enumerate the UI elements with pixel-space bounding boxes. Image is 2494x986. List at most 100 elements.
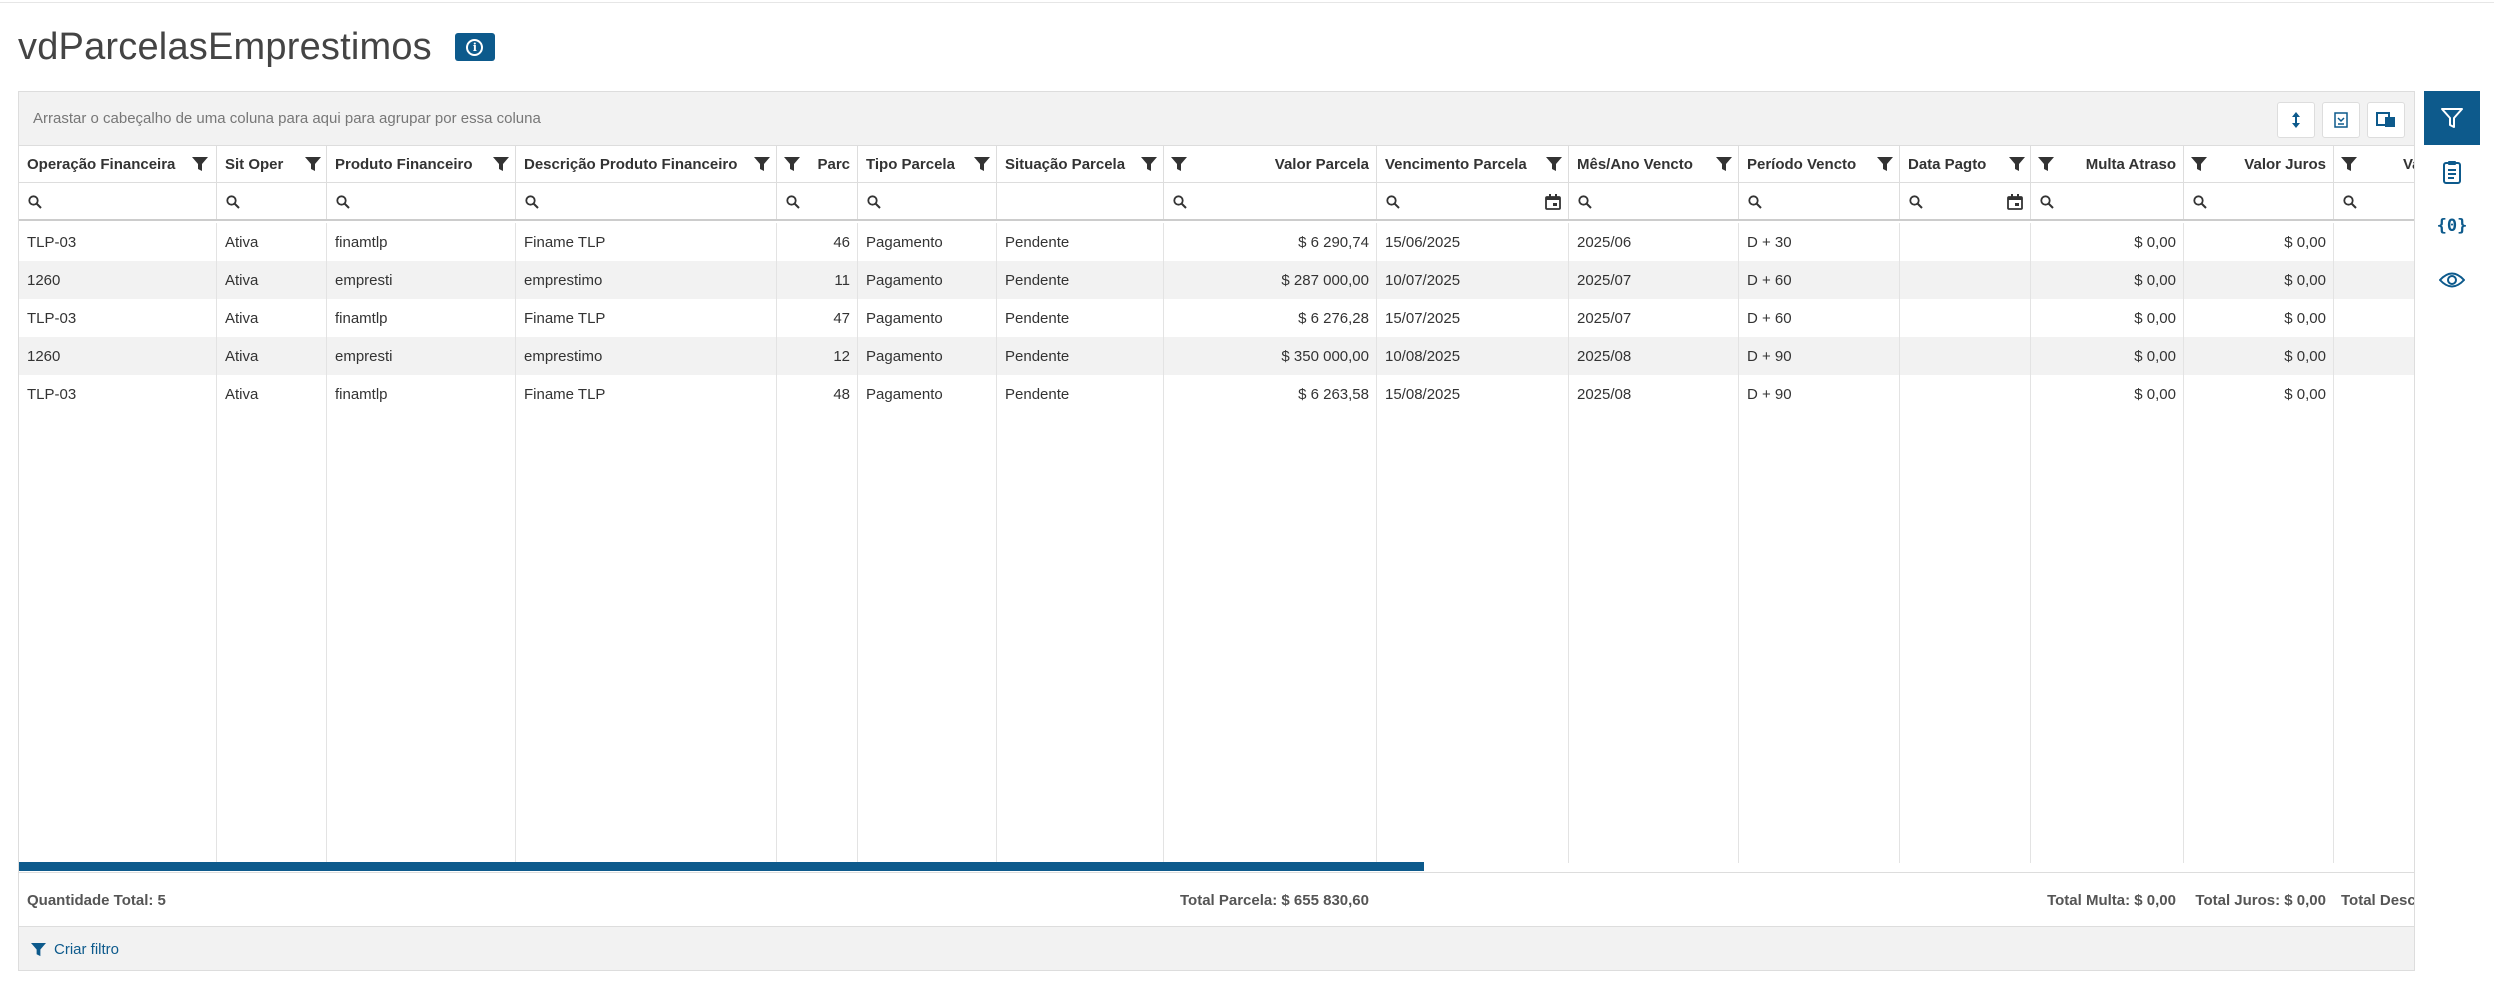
column-divider — [1568, 223, 1569, 863]
column-header-valor-juros[interactable]: Valor Juros — [2184, 146, 2334, 182]
filter-funnel-icon[interactable] — [2038, 157, 2054, 171]
table-row[interactable]: TLP-03 Ativa finamtlp Finame TLP 46 Paga… — [19, 223, 2414, 261]
cell-situacao: Pendente — [1005, 234, 1070, 251]
column-divider — [515, 223, 516, 863]
filter-funnel-icon[interactable] — [493, 157, 509, 171]
filter-cell[interactable] — [1739, 183, 1900, 219]
horizontal-scrollbar[interactable] — [19, 862, 1424, 871]
create-filter-link[interactable]: Criar filtro — [31, 941, 119, 958]
filter-cell[interactable] — [1377, 183, 1569, 219]
info-button[interactable]: i — [454, 33, 495, 61]
column-label: Val — [2403, 156, 2414, 173]
cell-multa: $ 0,00 — [2134, 272, 2176, 289]
filter-funnel-icon[interactable] — [974, 157, 990, 171]
cell-parc: 12 — [833, 348, 850, 365]
layout-button[interactable] — [2367, 102, 2405, 138]
filter-cell[interactable] — [858, 183, 997, 219]
column-header-data-pagto[interactable]: Data Pagto — [1900, 146, 2031, 182]
cell-parc: 47 — [833, 310, 850, 327]
filter-funnel-icon[interactable] — [2341, 157, 2357, 171]
cell-sit-oper: Ativa — [225, 234, 259, 251]
filter-funnel-icon[interactable] — [1877, 157, 1893, 171]
filter-funnel-icon[interactable] — [1546, 157, 1562, 171]
column-divider — [1738, 223, 1739, 863]
sort-arrows-icon — [2292, 112, 2300, 128]
cell-parc: 46 — [833, 234, 850, 251]
right-toolbar: {0} — [2424, 91, 2480, 421]
filter-funnel-icon[interactable] — [784, 157, 800, 171]
filter-cell[interactable] — [2184, 183, 2334, 219]
calendar-icon[interactable] — [1545, 194, 1561, 210]
column-header-parc[interactable]: Parc — [777, 146, 858, 182]
table-row[interactable]: TLP-03 Ativa finamtlp Finame TLP 47 Paga… — [19, 299, 2414, 337]
filter-funnel-icon[interactable] — [2009, 157, 2025, 171]
filter-cell[interactable] — [997, 183, 1164, 219]
filter-funnel-icon[interactable] — [1141, 157, 1157, 171]
table-row[interactable]: 1260 Ativa empresti emprestimo 12 Pagame… — [19, 337, 2414, 375]
variables-button[interactable]: {0} — [2424, 199, 2480, 253]
data-grid: Arrastar o cabeçalho de uma coluna para … — [18, 91, 2415, 971]
column-header-produto[interactable]: Produto Financeiro — [327, 146, 516, 182]
cell-mes-ano: 2025/08 — [1577, 348, 1632, 365]
table-row[interactable]: 1260 Ativa empresti emprestimo 11 Pagame… — [19, 261, 2414, 299]
filter-cell[interactable] — [217, 183, 327, 219]
filter-funnel-icon[interactable] — [1171, 157, 1187, 171]
cell-valor: $ 287 000,00 — [1281, 272, 1369, 289]
filter-funnel-icon[interactable] — [754, 157, 770, 171]
filter-panel-button[interactable] — [2424, 91, 2480, 145]
export-button[interactable] — [2322, 102, 2360, 138]
column-header-sit-oper[interactable]: Sit Oper — [217, 146, 327, 182]
column-header-vencimento[interactable]: Vencimento Parcela — [1377, 146, 1569, 182]
group-panel[interactable]: Arrastar o cabeçalho de uma coluna para … — [19, 92, 2414, 146]
search-icon — [867, 195, 881, 209]
column-chooser-button[interactable] — [2277, 102, 2315, 138]
cell-tipo: Pagamento — [866, 272, 943, 289]
cell-sit-oper: Ativa — [225, 386, 259, 403]
filter-cell[interactable] — [1164, 183, 1377, 219]
title-row: vdParcelasEmprestimos i — [18, 22, 495, 72]
table-row[interactable]: TLP-03 Ativa finamtlp Finame TLP 48 Paga… — [19, 375, 2414, 413]
column-header-tipo-parcela[interactable]: Tipo Parcela — [858, 146, 997, 182]
clipboard-button[interactable] — [2424, 145, 2480, 199]
column-header-descricao[interactable]: Descrição Produto Financeiro — [516, 146, 777, 182]
calendar-icon[interactable] — [2007, 194, 2023, 210]
filter-row — [19, 183, 2414, 221]
column-header-operacao[interactable]: Operação Financeira — [19, 146, 217, 182]
filter-cell[interactable] — [777, 183, 858, 219]
filter-funnel-icon[interactable] — [1716, 157, 1732, 171]
column-header-mes-ano[interactable]: Mês/Ano Vencto — [1569, 146, 1739, 182]
group-panel-hint: Arrastar o cabeçalho de uma coluna para … — [33, 110, 541, 127]
filter-cell[interactable] — [1900, 183, 2031, 219]
cell-sit-oper: Ativa — [225, 348, 259, 365]
column-header-periodo[interactable]: Período Vencto — [1739, 146, 1900, 182]
search-icon — [525, 195, 539, 209]
column-divider — [326, 223, 327, 863]
cell-operacao: 1260 — [27, 348, 61, 365]
filter-cell[interactable] — [19, 183, 217, 219]
cell-descricao: Finame TLP — [524, 310, 606, 327]
filter-funnel-icon[interactable] — [2191, 157, 2207, 171]
filter-cell[interactable] — [516, 183, 777, 219]
export-file-icon — [2334, 112, 2348, 128]
column-divider — [1163, 223, 1164, 863]
cell-juros: $ 0,00 — [2284, 272, 2326, 289]
column-header-valor-parcela[interactable]: Valor Parcela — [1164, 146, 1377, 182]
column-divider — [1899, 223, 1900, 863]
search-icon — [1578, 195, 1592, 209]
filter-cell[interactable] — [2031, 183, 2184, 219]
column-header-val[interactable]: Val — [2334, 146, 2414, 182]
search-icon — [336, 195, 350, 209]
filter-funnel-icon[interactable] — [305, 157, 321, 171]
create-filter-label: Criar filtro — [54, 941, 120, 958]
filter-funnel-icon[interactable] — [192, 157, 208, 171]
column-header-multa[interactable]: Multa Atraso — [2031, 146, 2184, 182]
preview-button[interactable] — [2424, 253, 2480, 307]
filter-cell[interactable] — [1569, 183, 1739, 219]
filter-cell[interactable] — [327, 183, 516, 219]
filter-cell[interactable] — [2334, 183, 2414, 219]
column-label: Multa Atraso — [2085, 156, 2176, 173]
eye-icon — [2439, 272, 2465, 288]
column-header-situacao-parcela[interactable]: Situação Parcela — [997, 146, 1164, 182]
code-braces-icon: {0} — [2436, 216, 2468, 236]
search-icon — [1386, 195, 1400, 209]
